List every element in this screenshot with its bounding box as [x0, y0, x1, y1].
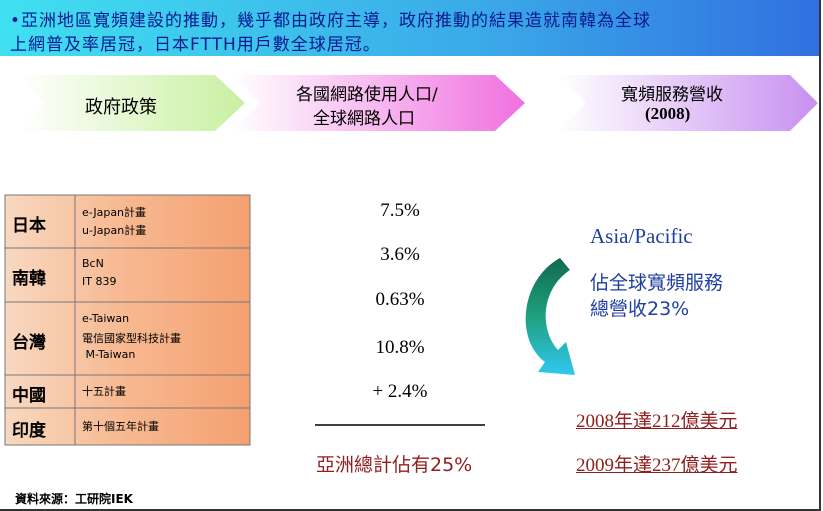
plan: 十五計畫 — [82, 384, 126, 398]
plan: BcN — [82, 257, 104, 270]
plan: 電信國家型科技計畫 — [82, 331, 181, 345]
revenue-year: 2009年達237億美元 — [576, 455, 738, 476]
revenue-year: 2008年達212億美元 — [576, 411, 738, 432]
revenue-line: 佔全球寬頻服務 — [590, 272, 724, 294]
arrow — [232, 75, 525, 131]
share: 10.8% — [375, 337, 425, 358]
header-banner — [0, 0, 819, 56]
share: + 2.4% — [372, 381, 428, 402]
plan: IT 839 — [82, 275, 117, 288]
arrow-label: 寬頻服務營收 — [621, 85, 723, 105]
header-line: •亞洲地區寬頻建設的推動，幾乎都由政府主導，政府推動的結果造就南韓為全球 — [10, 11, 652, 31]
table-bg — [5, 195, 250, 445]
arrow-label: (2008) — [645, 104, 691, 123]
plan: 第十個五年計畫 — [82, 419, 159, 433]
arrow — [18, 75, 245, 131]
plan: e-Japan計畫 — [82, 205, 147, 219]
country: 日本 — [12, 215, 46, 236]
arrow-label: 各國網路使用人口/ — [296, 85, 438, 105]
country: 印度 — [12, 420, 46, 441]
share: 3.6% — [380, 244, 420, 265]
country: 南韓 — [12, 269, 46, 289]
share: 7.5% — [380, 200, 420, 221]
arrow — [558, 75, 818, 131]
total: 亞洲總計佔有25% — [316, 454, 473, 476]
region: Asia/Pacific — [590, 224, 693, 248]
country: 台灣 — [12, 332, 46, 353]
curved-arrow — [525, 258, 575, 375]
share: 0.63% — [375, 289, 425, 310]
country: 中國 — [12, 385, 46, 406]
plan: e-Taiwan — [82, 311, 130, 325]
table-grid — [4, 194, 251, 446]
plan: u-Japan計畫 — [82, 223, 147, 237]
arrow-label: 政府政策 — [85, 97, 157, 118]
arrow-label: 全球網路人口 — [313, 109, 415, 129]
revenue-line: 總營收23% — [590, 298, 690, 320]
plan: M-Taiwan — [82, 347, 136, 361]
source: 資料來源：工研院IEK — [15, 492, 133, 506]
header-line: 上網普及率居冠，日本FTTH用戶數全球居冠。 — [10, 35, 381, 55]
